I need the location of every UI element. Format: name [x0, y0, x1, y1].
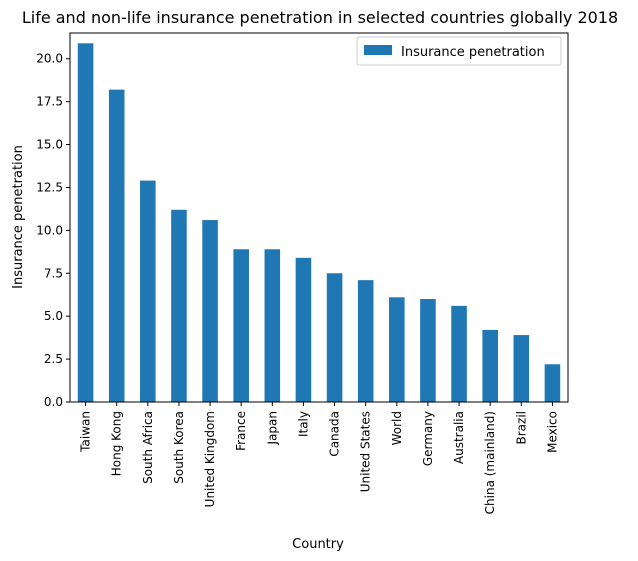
y-tick-label: 15.0	[36, 138, 63, 152]
x-tick-label: Japan	[265, 411, 279, 445]
bar-taiwan	[77, 43, 94, 403]
bar-united-kingdom	[202, 220, 218, 402]
x-tick-label: Canada	[328, 411, 342, 457]
bar-mexico	[544, 364, 561, 402]
bar-hong-kong	[108, 89, 125, 402]
x-tick-label: United States	[359, 411, 373, 492]
plot-area	[69, 32, 569, 403]
x-tick-label: World	[390, 411, 404, 445]
bar-australia	[451, 305, 467, 402]
x-tick-label: Hong Kong	[110, 411, 124, 476]
x-tick-label: Taiwan	[79, 411, 93, 453]
bar-germany	[420, 299, 436, 402]
bar-south-africa	[140, 180, 156, 402]
x-tick-label: South Korea	[172, 411, 186, 484]
x-tick-label: Brazil	[514, 411, 528, 445]
legend-label: Insurance penetration	[401, 45, 545, 60]
x-tick-label: Australia	[452, 411, 466, 464]
bar-brazil	[513, 335, 530, 402]
x-axis: Taiwan Hong Kong South Africa South Korea Un…	[79, 402, 559, 514]
x-tick-label: China (mainland)	[483, 411, 497, 514]
legend-swatch	[364, 45, 392, 55]
bar-china-mainland	[482, 329, 498, 402]
y-tick-label: 5.0	[44, 309, 63, 323]
bar-world	[389, 297, 405, 402]
bar-canada	[326, 273, 343, 402]
legend: Insurance penetration	[356, 36, 562, 66]
bar-france	[233, 249, 249, 402]
x-tick-label: France	[234, 411, 248, 451]
x-tick-label: Germany	[421, 411, 435, 466]
x-tick-label: United Kingdom	[203, 411, 217, 507]
x-tick-label: South Africa	[141, 411, 155, 484]
x-tick-label: Italy	[296, 411, 310, 437]
y-tick-label: 20.0	[36, 52, 63, 66]
y-tick-label: 0.0	[44, 395, 63, 409]
bar-south-korea	[171, 209, 187, 402]
bar-japan	[264, 249, 281, 402]
y-tick-label: 10.0	[36, 223, 63, 237]
chart-title: Life and non-life insurance penetration …	[22, 8, 618, 27]
y-tick-label: 7.5	[44, 266, 63, 280]
y-axis-label: Insurance penetration	[11, 145, 26, 289]
y-axis: 0.0 2.5 5.0 7.5 10.0 12.5 15.0 17.5 20.0	[36, 52, 70, 409]
legend-frame	[356, 36, 562, 66]
x-axis-label: Country	[292, 537, 344, 552]
bar-united-states	[357, 280, 374, 402]
plot-frame	[69, 32, 569, 403]
bar-italy	[295, 257, 312, 402]
y-tick-label: 12.5	[36, 180, 63, 194]
y-tick-label: 17.5	[36, 95, 63, 109]
x-tick-label: Mexico	[545, 411, 559, 453]
y-tick-label: 2.5	[44, 352, 63, 366]
